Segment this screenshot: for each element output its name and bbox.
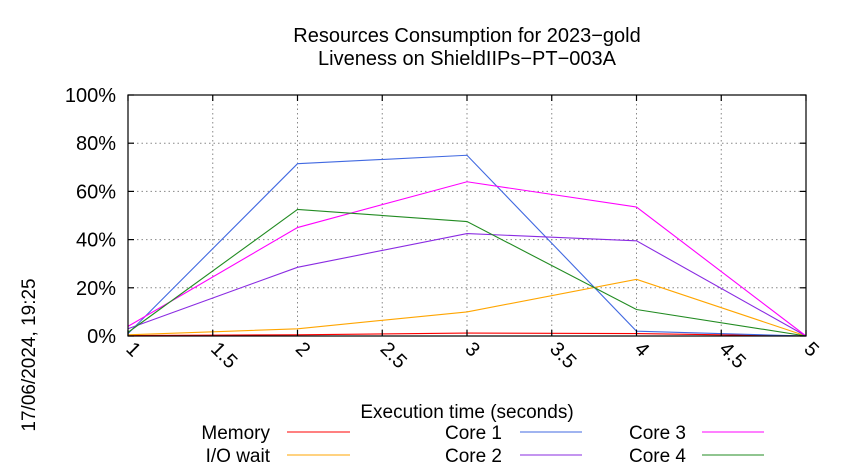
y-tick-label: 80% <box>76 133 116 155</box>
x-tick-label: 5 <box>799 338 822 361</box>
x-axis-label: Execution time (seconds) <box>360 402 573 423</box>
series-line-core-4 <box>127 208 807 337</box>
series-line-i-o-wait <box>127 278 807 337</box>
series-line-core-2 <box>127 233 807 337</box>
legend-item-memory: Memory <box>201 423 350 444</box>
x-tick-label: 2 <box>291 338 314 361</box>
chart-title-line-1: Resources Consumption for 2023−gold <box>293 25 640 47</box>
legend-label: Core 2 <box>445 446 502 467</box>
series-line-core-1 <box>127 154 807 337</box>
series-line-core-3 <box>127 181 807 337</box>
x-tick-label: 1 <box>121 338 144 361</box>
x-tick-label: 2.5 <box>376 338 411 373</box>
legend-label: Core 3 <box>629 423 686 444</box>
legend-label: Core 4 <box>629 446 686 467</box>
x-tick-label: 3.5 <box>545 338 580 373</box>
x-tick-label: 4 <box>630 338 653 361</box>
y-tick-label: 60% <box>76 181 116 203</box>
legend-item-core-4: Core 4 <box>629 446 764 467</box>
legend-item-core-2: Core 2 <box>445 446 582 467</box>
legend-item-i-o-wait: I/O wait <box>206 446 350 467</box>
y-tick-label: 40% <box>76 230 116 252</box>
legend-label: Memory <box>201 423 270 444</box>
legend-item-core-3: Core 3 <box>629 423 764 444</box>
x-tick-label: 4.5 <box>715 338 750 373</box>
legend-label: I/O wait <box>206 446 271 467</box>
grid <box>128 95 806 336</box>
timestamp: 17/06/2024, 19:25 <box>19 278 40 431</box>
y-tick-label: 0% <box>87 326 116 348</box>
legend-label: Core 1 <box>445 423 502 444</box>
y-tick-label: 100% <box>65 85 116 107</box>
legend: Memory Core 1 Core 3 I/O wait Core 2 Core 4 <box>201 423 764 467</box>
axis-ticks: 0% 20% 40% 60% 80% 100% 1 1.5 2 2.5 3 3.5 4 4.5 5 <box>65 85 823 373</box>
y-tick-label: 20% <box>76 278 116 300</box>
legend-item-core-1: Core 1 <box>445 423 582 444</box>
series-lines <box>127 154 807 337</box>
x-tick-label: 1.5 <box>206 338 241 373</box>
chart-title-line-2: Liveness on ShieldIIPs−PT−003A <box>318 48 617 70</box>
x-tick-label: 3 <box>460 338 483 361</box>
